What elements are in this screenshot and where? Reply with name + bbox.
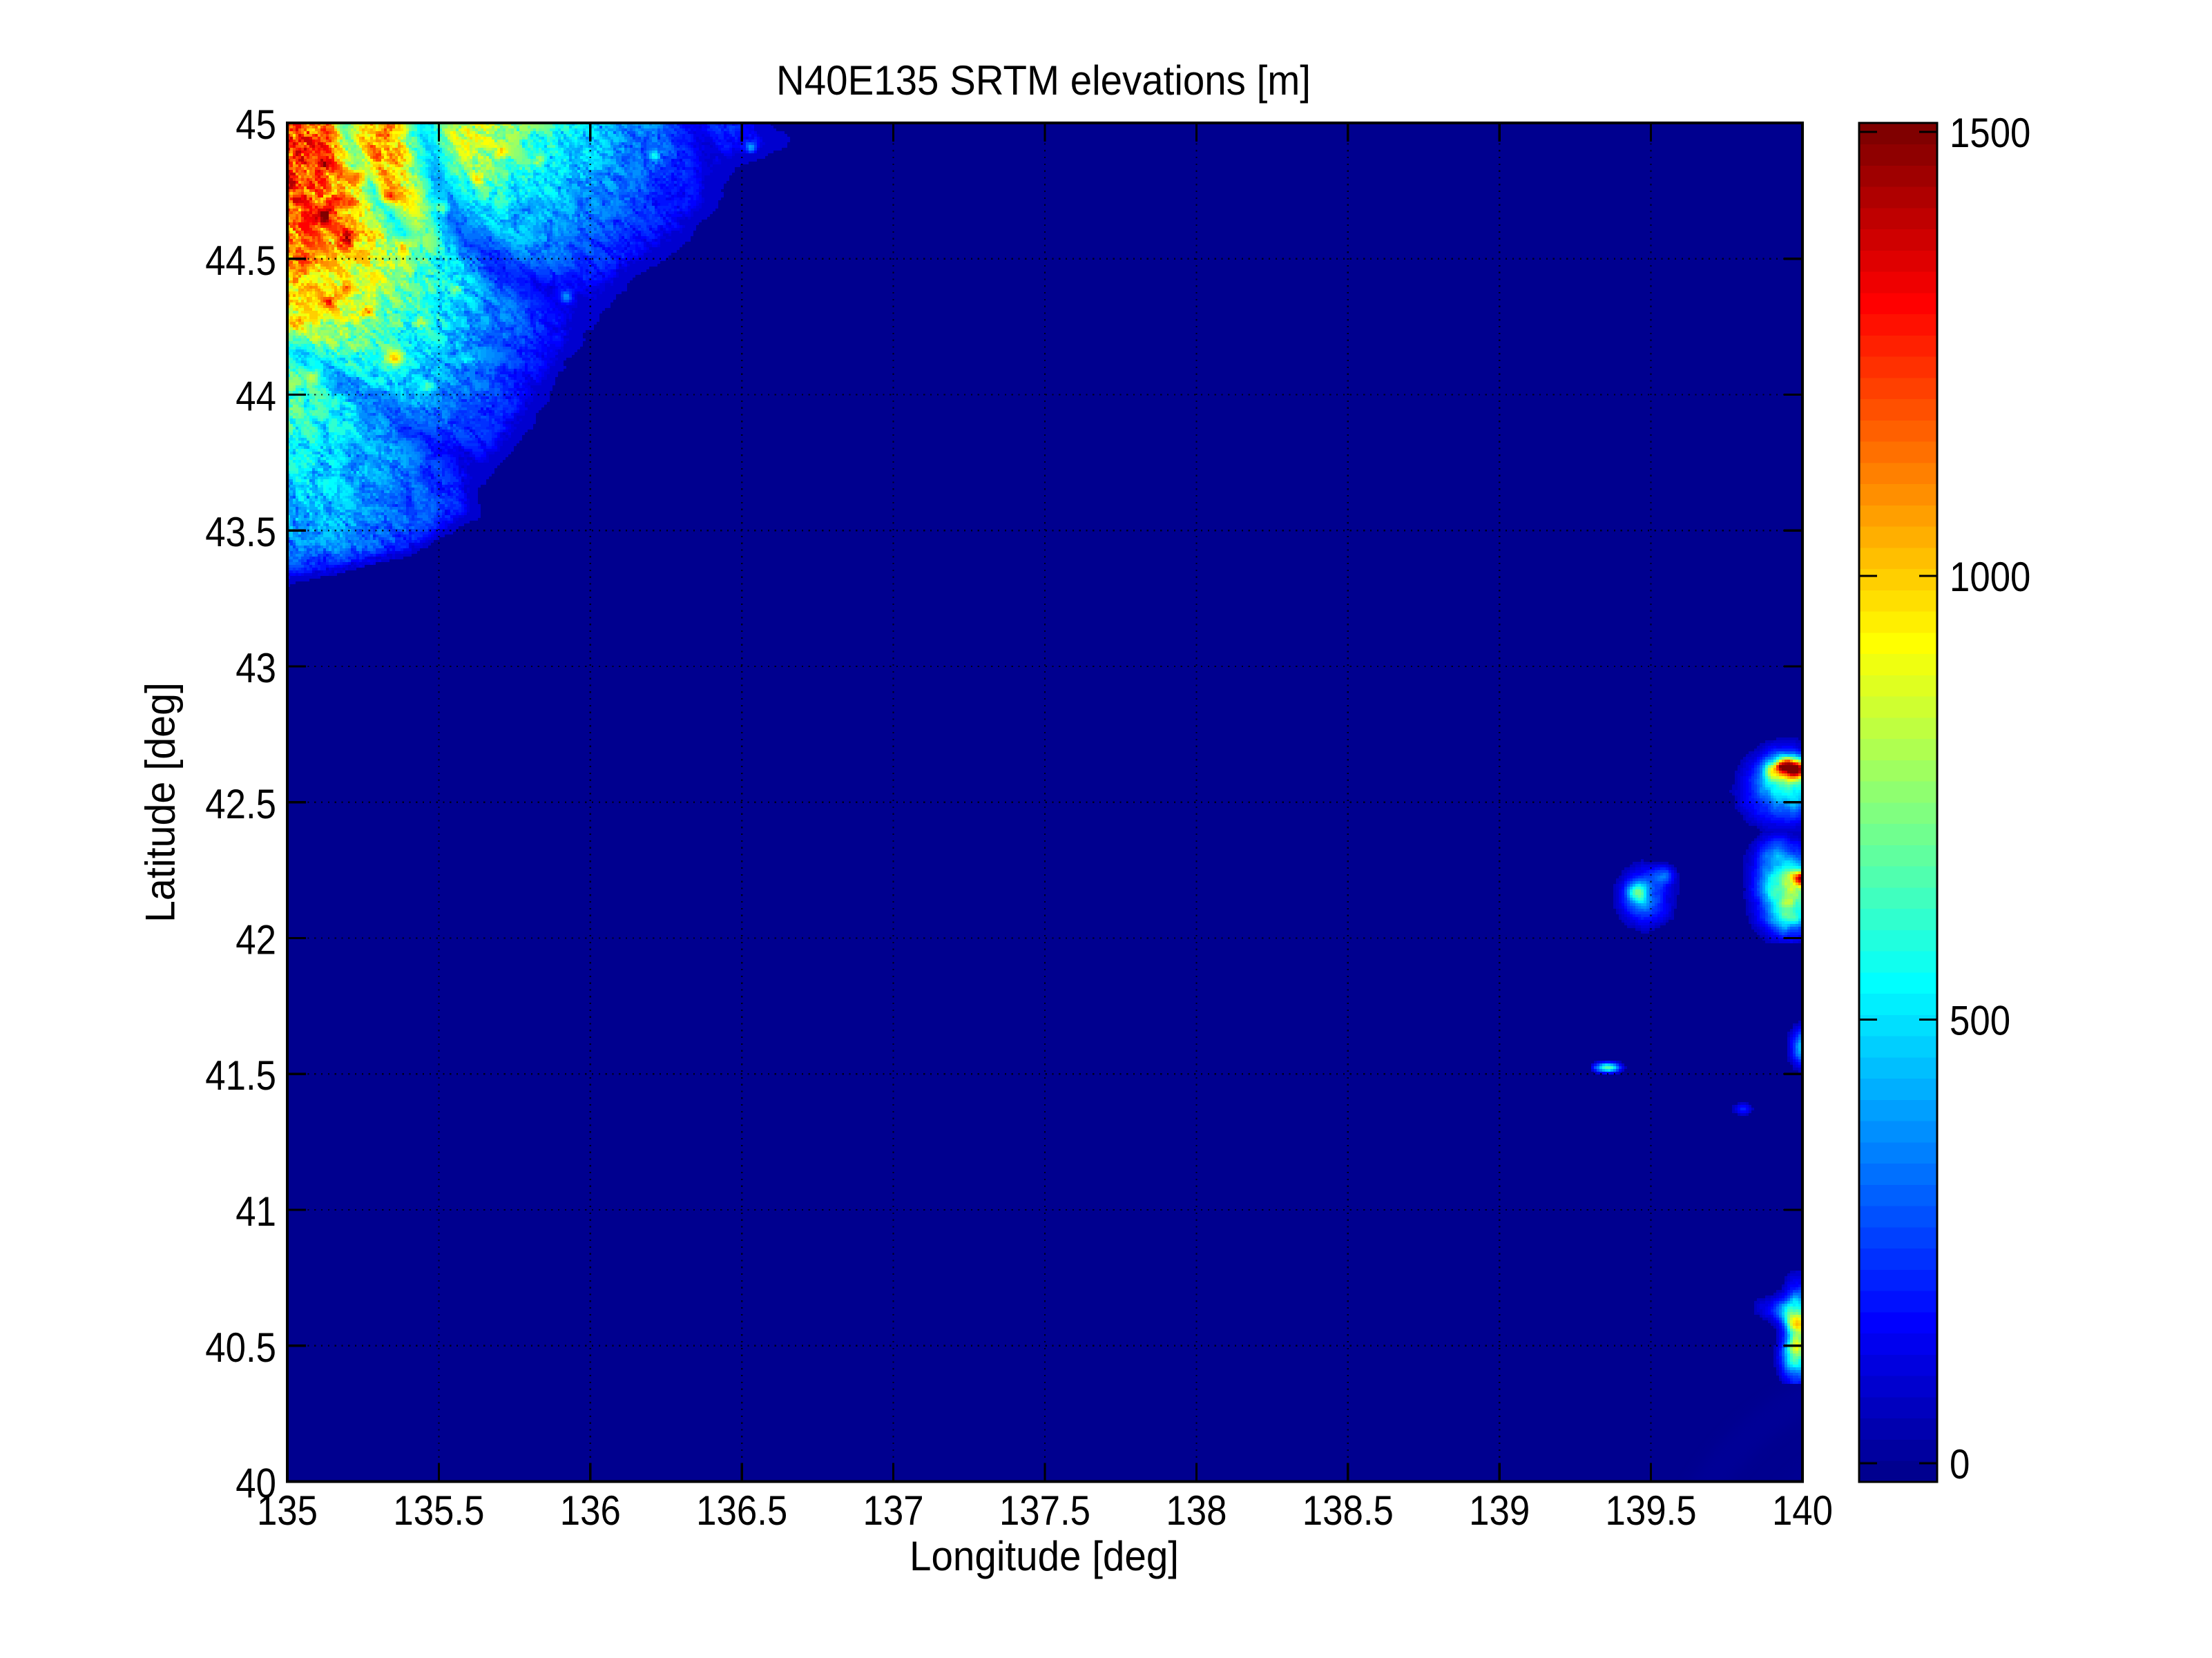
svg-text:135: 135: [257, 1487, 318, 1534]
svg-text:Latitude [deg]: Latitude [deg]: [137, 682, 184, 923]
svg-text:1500: 1500: [1950, 110, 2030, 156]
svg-text:42.5: 42.5: [205, 781, 276, 827]
svg-text:136.5: 136.5: [696, 1487, 787, 1534]
svg-text:43: 43: [235, 645, 276, 691]
svg-text:137.5: 137.5: [999, 1487, 1090, 1534]
svg-text:138: 138: [1166, 1487, 1227, 1534]
svg-text:137: 137: [863, 1487, 924, 1534]
svg-text:500: 500: [1950, 998, 2010, 1044]
svg-text:139: 139: [1469, 1487, 1530, 1534]
svg-text:43.5: 43.5: [205, 509, 276, 555]
svg-text:0: 0: [1950, 1441, 1970, 1487]
svg-text:41.5: 41.5: [205, 1052, 276, 1099]
svg-text:44: 44: [235, 374, 276, 420]
svg-text:45: 45: [235, 102, 276, 148]
svg-text:44.5: 44.5: [205, 238, 276, 284]
svg-text:1000: 1000: [1950, 554, 2030, 600]
svg-text:40: 40: [235, 1461, 276, 1507]
svg-text:140: 140: [1772, 1487, 1833, 1534]
svg-text:138.5: 138.5: [1302, 1487, 1394, 1534]
svg-text:139.5: 139.5: [1606, 1487, 1697, 1534]
svg-text:40.5: 40.5: [205, 1324, 276, 1371]
svg-text:136: 136: [560, 1487, 621, 1534]
svg-text:135.5: 135.5: [393, 1487, 484, 1534]
svg-text:Longitude [deg]: Longitude [deg]: [910, 1533, 1179, 1579]
svg-text:41: 41: [235, 1188, 276, 1235]
svg-text:42: 42: [235, 917, 276, 963]
svg-text:N40E135 SRTM elevations [m]: N40E135 SRTM elevations [m]: [776, 57, 1311, 104]
